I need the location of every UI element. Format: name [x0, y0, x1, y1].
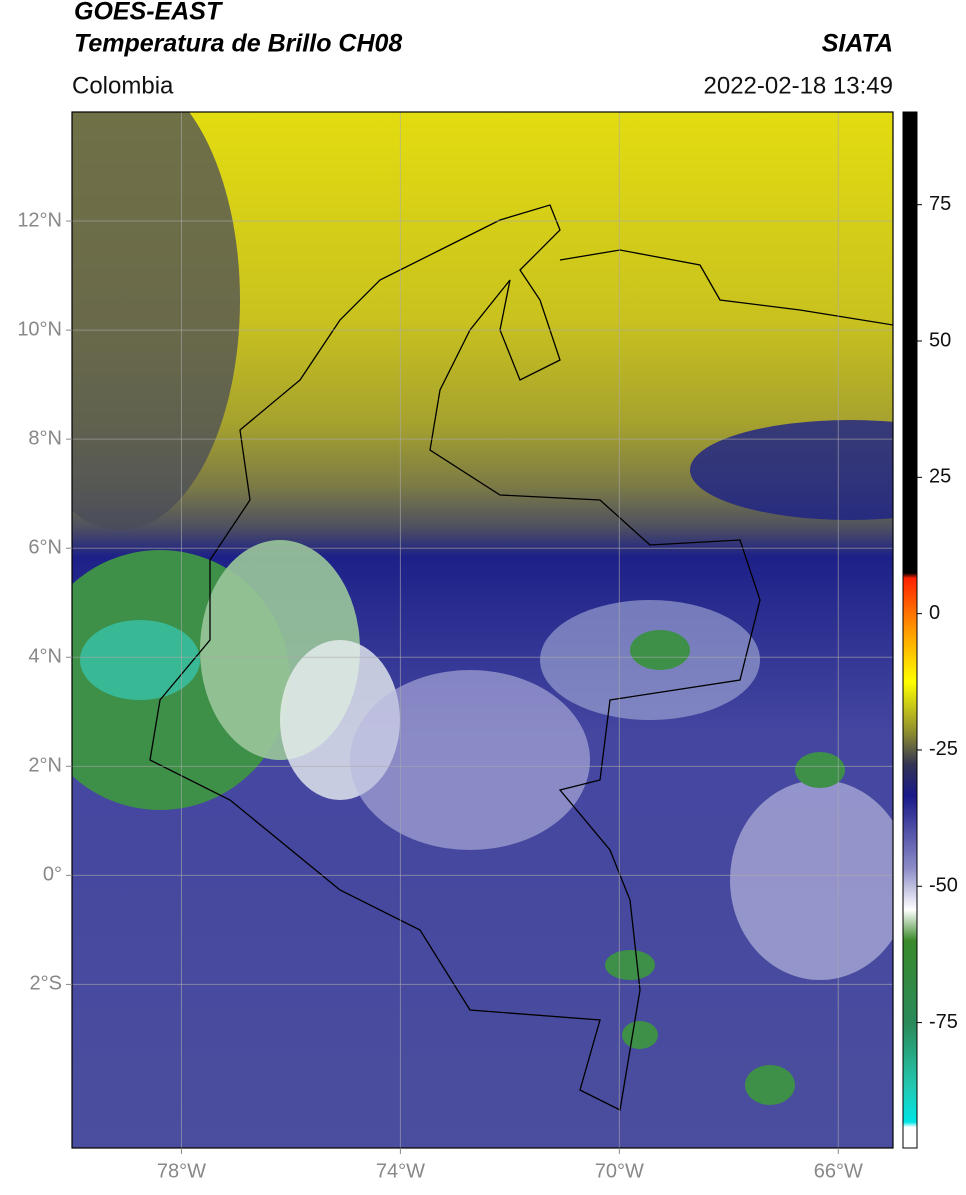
x-tick-label: 78°W	[157, 1160, 206, 1182]
map-image	[72, 112, 893, 1148]
region: Colombia	[72, 72, 174, 99]
map-frame	[71, 111, 894, 1149]
colorbar	[902, 111, 918, 1149]
x-tick-label: 66°W	[814, 1160, 863, 1182]
y-tick-label: 0°	[43, 864, 62, 886]
y-tick-label: 2°S	[30, 973, 62, 995]
y-tick-label: 8°N	[28, 427, 62, 449]
colorbar-tick-label: 50	[929, 329, 951, 351]
source: SIATA	[822, 30, 893, 58]
x-tick-label: 74°W	[376, 1160, 425, 1182]
y-tick-label: 6°N	[28, 536, 62, 558]
x-tick-label: 70°W	[595, 1160, 644, 1182]
colorbar-tick-label: 0	[929, 602, 940, 624]
colorbar-tick-label: -50	[929, 875, 958, 897]
colorbar-tick-label: 75	[929, 193, 951, 215]
datetime: 2022-02-18 13:49	[704, 72, 894, 99]
colorbar-tick-label: 25	[929, 466, 951, 488]
colorbar-tick-label: -25	[929, 738, 958, 760]
y-tick-label: 2°N	[28, 755, 62, 777]
colorbar-tick-label: -75	[929, 1011, 958, 1033]
y-tick-label: 10°N	[17, 318, 62, 340]
y-tick-label: 12°N	[17, 209, 62, 231]
y-tick-label: 4°N	[28, 646, 62, 668]
subtitle: Temperatura de Brillo CH08	[74, 30, 402, 58]
grid	[72, 112, 893, 1148]
title: GOES-EAST	[74, 0, 224, 26]
